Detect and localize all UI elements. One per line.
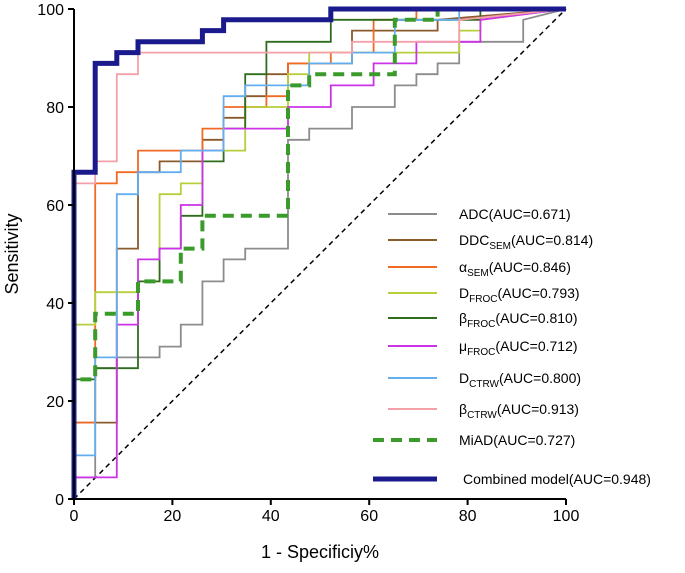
x-tick-label: 20 [164, 508, 182, 525]
roc-curve-combined-model [71, 6, 566, 499]
legend-label-mu-froc: μFROC(AUC=0.712) [459, 338, 578, 358]
y-tick-label: 80 [46, 100, 64, 117]
axes: 0 20 40 60 80 100 0 20 40 60 80 100 [37, 2, 579, 525]
legend-label-beta-froc: βFROC(AUC=0.810) [459, 310, 578, 330]
y-tick-label: 20 [46, 394, 64, 411]
legend-label-d-ctrw: DCTRW(AUC=0.800) [459, 370, 581, 390]
y-tick-label: 0 [55, 492, 64, 509]
x-tick-label: 80 [459, 508, 477, 525]
legend-label-miad: MiAD(AUC=0.727) [459, 432, 575, 448]
y-tick-label: 100 [37, 2, 64, 19]
y-axis-title: Sensitivity [2, 213, 22, 294]
y-tick-label: 40 [46, 296, 64, 313]
reference-diagonal [73, 8, 567, 500]
x-tick-label: 40 [262, 508, 280, 525]
x-tick-label: 0 [70, 508, 79, 525]
legend-label-alpha-sem: αSEM(AUC=0.846) [459, 259, 571, 279]
roc-curve-miad [72, 7, 566, 499]
roc-curve-beta-ctrw [73, 8, 567, 499]
legend-label-d-froc: DFROC(AUC=0.793) [459, 285, 580, 305]
legend-label-ddc-sem: DDCSEM(AUC=0.814) [459, 232, 593, 252]
legend: ADC(AUC=0.671) DDCSEM(AUC=0.814) αSEM(AUC=… [373, 206, 651, 487]
legend-label-beta-ctrw: βCTRW(AUC=0.913) [459, 401, 579, 421]
roc-curve-adc [73, 8, 567, 499]
x-axis-title: 1 - Specificiy% [261, 542, 379, 562]
legend-label-adc: ADC(AUC=0.671) [459, 206, 571, 222]
plot-area [71, 6, 567, 500]
x-tick-label: 60 [360, 508, 378, 525]
legend-label-combined-model: Combined model(AUC=0.948) [463, 471, 651, 487]
y-tick-label: 60 [46, 198, 64, 215]
x-tick-label: 100 [553, 508, 580, 525]
